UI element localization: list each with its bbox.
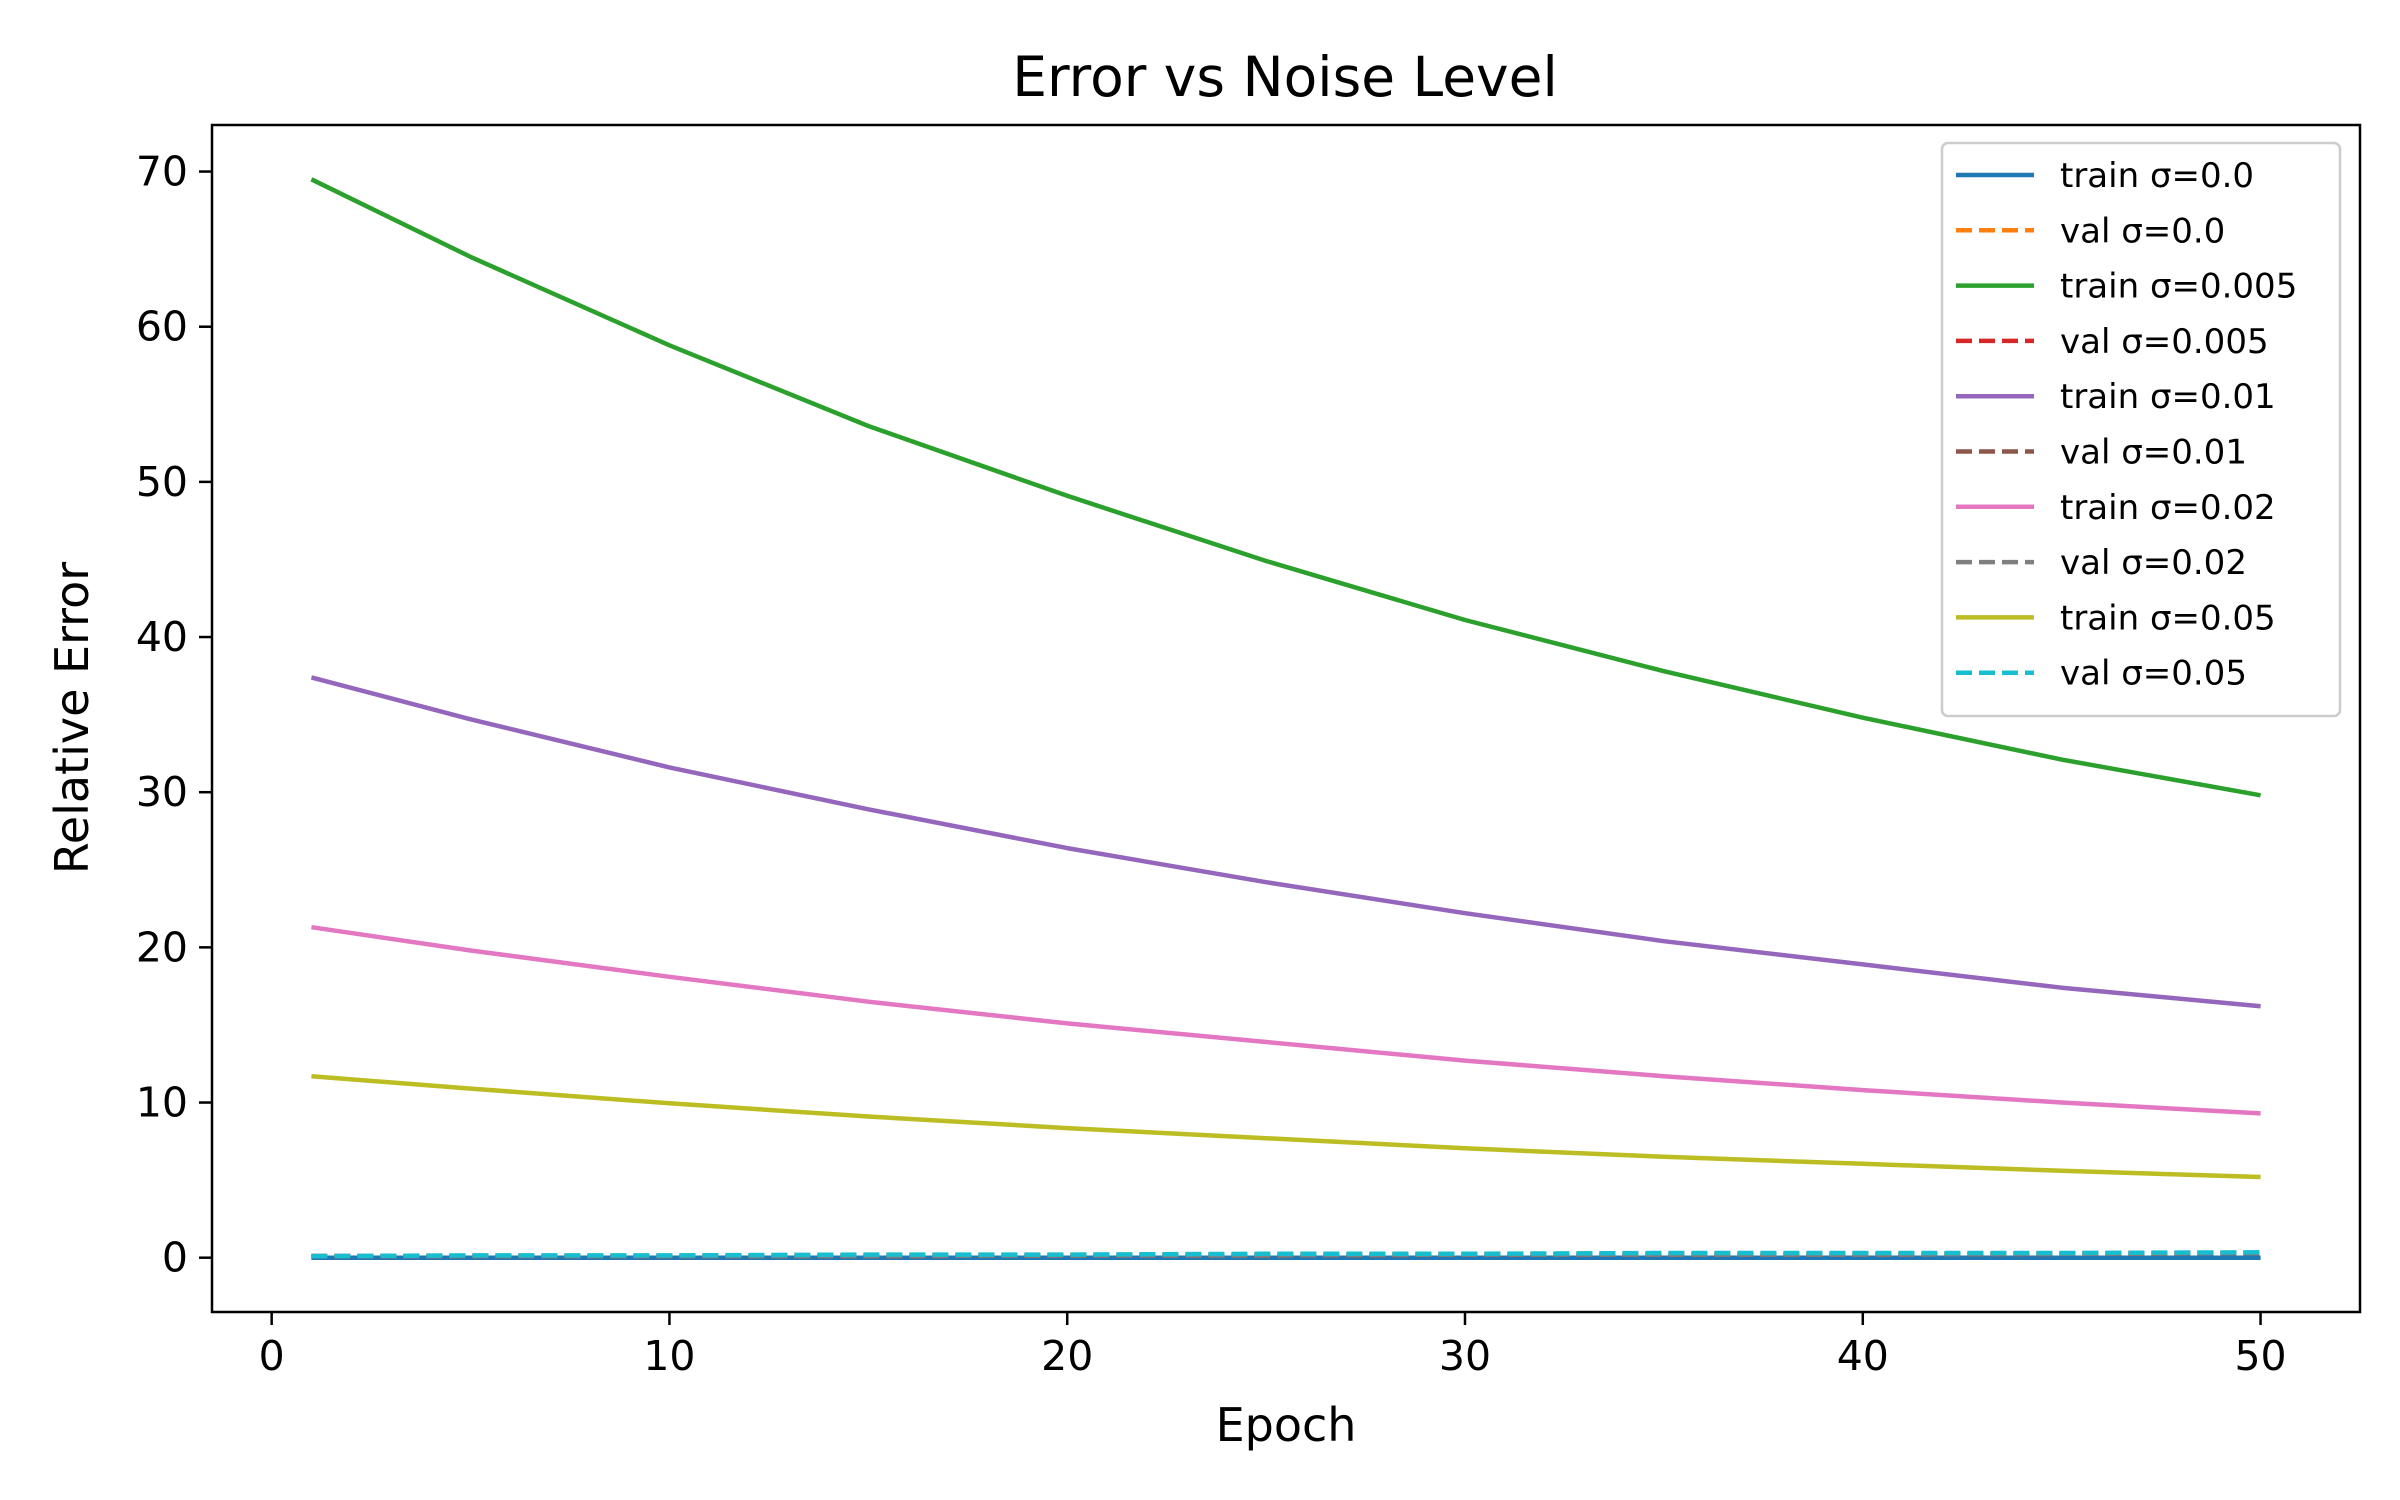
x-tick-label: 0: [259, 1332, 285, 1380]
legend-label: train σ=0.05: [2060, 598, 2276, 638]
x-tick-label: 30: [1439, 1332, 1491, 1380]
plot-frame: [210, 123, 2362, 1314]
y-axis: 0 10 20 30 40 50 60 70: [136, 148, 212, 1282]
x-tick-label: 10: [643, 1332, 695, 1380]
series-line-9: [311, 1250, 2261, 1259]
x-tick-label: 50: [2234, 1332, 2286, 1380]
y-tick-label: 20: [136, 923, 188, 971]
legend-label: train σ=0.0: [2060, 156, 2254, 196]
x-tick-label: 20: [1041, 1332, 1093, 1380]
y-tick-label: 50: [136, 458, 188, 506]
series-line-6: [311, 924, 2261, 1116]
legend-label: val σ=0.02: [2060, 543, 2247, 583]
legend-label: val σ=0.0: [2060, 211, 2225, 251]
x-axis: 0 10 20 30 40 50: [259, 1312, 2287, 1380]
legend-label: val σ=0.01: [2060, 433, 2247, 473]
y-tick-label: 60: [136, 303, 188, 351]
x-tick-label: 40: [1837, 1332, 1889, 1380]
legend-label: train σ=0.02: [2060, 488, 2276, 528]
y-tick-label: 70: [136, 148, 188, 196]
legend: train σ=0.0 val σ=0.0 train σ=0.005 val σ=0…: [1940, 141, 2342, 718]
series-line-4: [310, 675, 2261, 1009]
chart-title: Error vs Noise Level: [1012, 45, 1557, 109]
y-axis-label: Relative Error: [45, 562, 99, 874]
series-lines: [310, 177, 2261, 1260]
series-line-2: [310, 177, 2261, 798]
legend-label: val σ=0.005: [2060, 322, 2269, 362]
y-tick-label: 40: [136, 613, 188, 661]
legend-box: [1940, 141, 2342, 718]
legend-label: train σ=0.01: [2060, 377, 2276, 417]
y-tick-label: 10: [136, 1079, 188, 1127]
x-axis-label: Epoch: [1216, 1398, 1357, 1452]
y-tick-label: 30: [136, 768, 188, 816]
y-tick-label: 0: [162, 1234, 188, 1282]
series-line-8: [311, 1073, 2261, 1180]
legend-label: val σ=0.05: [2060, 654, 2247, 694]
legend-label: train σ=0.005: [2060, 267, 2297, 307]
